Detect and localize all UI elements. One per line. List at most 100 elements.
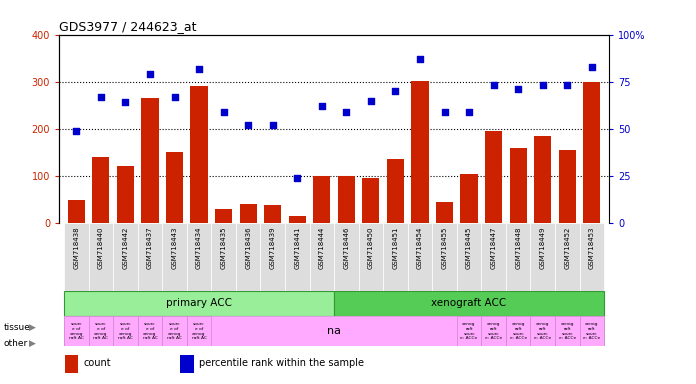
Text: primary ACC: primary ACC: [166, 298, 232, 308]
Point: [537, 83, 548, 89]
Text: ▶: ▶: [29, 339, 36, 348]
Text: xenograft ACC: xenograft ACC: [432, 298, 507, 308]
FancyBboxPatch shape: [530, 223, 555, 291]
Bar: [509, 148, 527, 223]
Point: [464, 109, 475, 115]
Text: GSM718436: GSM718436: [245, 227, 251, 269]
FancyBboxPatch shape: [432, 223, 457, 291]
Bar: [485, 131, 503, 223]
FancyBboxPatch shape: [113, 223, 138, 291]
Point: [267, 122, 278, 128]
Point: [488, 83, 499, 89]
Text: xenog
raft
sourc
e: ACCe: xenog raft sourc e: ACCe: [509, 323, 527, 340]
FancyBboxPatch shape: [408, 223, 432, 291]
Text: GSM718439: GSM718439: [270, 227, 276, 269]
Point: [193, 65, 205, 71]
Bar: [559, 150, 576, 223]
Text: GDS3977 / 244623_at: GDS3977 / 244623_at: [59, 20, 197, 33]
Point: [513, 86, 524, 92]
Point: [169, 94, 180, 100]
Text: GSM718452: GSM718452: [564, 227, 570, 269]
Point: [218, 109, 229, 115]
Point: [414, 56, 425, 62]
Text: GSM718438: GSM718438: [73, 227, 79, 269]
Text: GSM718449: GSM718449: [539, 227, 546, 269]
Text: GSM718441: GSM718441: [294, 227, 300, 269]
Text: GSM718437: GSM718437: [147, 227, 153, 269]
Bar: [141, 98, 159, 223]
Bar: [436, 202, 453, 223]
Bar: [215, 209, 232, 223]
FancyBboxPatch shape: [506, 223, 530, 291]
FancyBboxPatch shape: [162, 223, 187, 291]
Bar: [138, 316, 162, 346]
Text: GSM718435: GSM718435: [221, 227, 227, 269]
Text: ▶: ▶: [29, 323, 36, 332]
Bar: [313, 176, 331, 223]
FancyBboxPatch shape: [334, 223, 358, 291]
FancyBboxPatch shape: [236, 223, 260, 291]
Bar: [264, 205, 281, 223]
Bar: [457, 316, 482, 346]
Text: sourc
e of
xenog
raft AC: sourc e of xenog raft AC: [191, 323, 207, 340]
FancyBboxPatch shape: [64, 223, 88, 291]
FancyBboxPatch shape: [555, 223, 580, 291]
Text: xenog
raft
sourc
e: ACCe: xenog raft sourc e: ACCe: [583, 323, 601, 340]
Bar: [93, 157, 109, 223]
Text: GSM718440: GSM718440: [98, 227, 104, 269]
Bar: [506, 316, 530, 346]
FancyBboxPatch shape: [138, 223, 162, 291]
Bar: [289, 216, 306, 223]
FancyBboxPatch shape: [187, 223, 212, 291]
Text: xenog
raft
sourc
e: ACCe: xenog raft sourc e: ACCe: [534, 323, 551, 340]
FancyBboxPatch shape: [457, 223, 482, 291]
Bar: [530, 316, 555, 346]
Text: xenog
raft
sourc
e: ACCe: xenog raft sourc e: ACCe: [559, 323, 576, 340]
Text: GSM718442: GSM718442: [122, 227, 129, 269]
Text: GSM718451: GSM718451: [393, 227, 398, 269]
Bar: [555, 316, 580, 346]
Text: GSM718450: GSM718450: [368, 227, 374, 269]
Text: sourc
e of
xenog
raft AC: sourc e of xenog raft AC: [69, 323, 84, 340]
Point: [341, 109, 352, 115]
Point: [71, 128, 82, 134]
Point: [562, 83, 573, 89]
Point: [439, 109, 450, 115]
Bar: [88, 316, 113, 346]
Text: GSM718443: GSM718443: [171, 227, 177, 269]
Text: sourc
e of
xenog
raft AC: sourc e of xenog raft AC: [93, 323, 109, 340]
Bar: [583, 82, 601, 223]
Point: [144, 71, 155, 77]
Bar: [411, 81, 429, 223]
Point: [243, 122, 254, 128]
FancyBboxPatch shape: [285, 223, 310, 291]
Point: [120, 99, 131, 106]
Bar: [338, 176, 355, 223]
Bar: [117, 166, 134, 223]
Text: xenog
raft
sourc
e: ACCe: xenog raft sourc e: ACCe: [485, 323, 503, 340]
Bar: [461, 174, 477, 223]
Text: GSM718448: GSM718448: [515, 227, 521, 269]
Bar: [482, 316, 506, 346]
Point: [365, 98, 377, 104]
Bar: [180, 355, 194, 373]
Text: tissue: tissue: [3, 323, 31, 332]
Text: percentile rank within the sample: percentile rank within the sample: [199, 358, 365, 368]
Bar: [68, 200, 85, 223]
Text: GSM718454: GSM718454: [417, 227, 423, 269]
Bar: [166, 152, 183, 223]
Bar: [65, 355, 79, 373]
Bar: [64, 291, 334, 316]
Text: GSM718446: GSM718446: [343, 227, 349, 269]
Bar: [64, 316, 88, 346]
Text: GSM718444: GSM718444: [319, 227, 325, 269]
Bar: [113, 316, 138, 346]
Bar: [191, 86, 207, 223]
Text: GSM718455: GSM718455: [441, 227, 448, 269]
Text: xenog
raft
sourc
e: ACCe: xenog raft sourc e: ACCe: [461, 323, 477, 340]
Text: other: other: [3, 339, 28, 348]
Text: na: na: [327, 326, 341, 336]
Bar: [334, 291, 604, 316]
FancyBboxPatch shape: [482, 223, 506, 291]
FancyBboxPatch shape: [260, 223, 285, 291]
